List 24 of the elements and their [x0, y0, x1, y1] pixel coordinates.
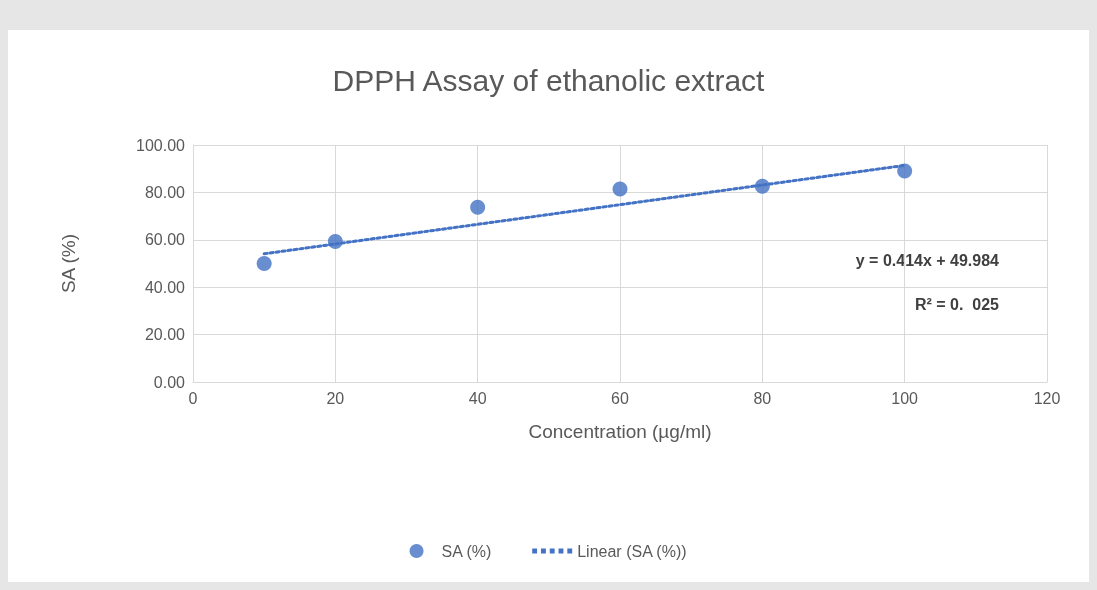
y-tick-label: 60.00: [144, 231, 186, 249]
y-axis-title: SA (%): [58, 233, 79, 294]
x-tick-label: 80: [753, 389, 772, 407]
y-tick-label: 40.00: [144, 278, 186, 296]
y-tick-label: 100.00: [136, 136, 186, 154]
y-tick-label: 20.00: [144, 326, 186, 344]
x-tick-label: 60: [611, 389, 629, 407]
x-tick-label: 0: [188, 389, 198, 407]
x-axis-title: Concentration (µg/ml): [528, 421, 712, 442]
x-tick-label: 100: [891, 389, 919, 407]
annotation: R² = 0. 025: [914, 295, 1000, 313]
x-tick-label: 40: [468, 389, 487, 407]
point: [897, 163, 913, 179]
legend-label: Linear (SA (%)): [577, 542, 687, 560]
point: [612, 181, 628, 197]
x-tick-label: 20: [326, 389, 345, 407]
x-tick-label: 120: [1033, 389, 1061, 407]
chart-title: DPPH Assay of ethanolic extract: [332, 63, 766, 97]
point: [470, 199, 486, 215]
annotation: y = 0.414x + 49.984: [855, 251, 1000, 269]
y-tick-label: 80.00: [144, 183, 186, 201]
legend-label: SA (%): [441, 542, 492, 560]
y-tick-label: 0.00: [153, 373, 186, 391]
point: [256, 256, 272, 271]
